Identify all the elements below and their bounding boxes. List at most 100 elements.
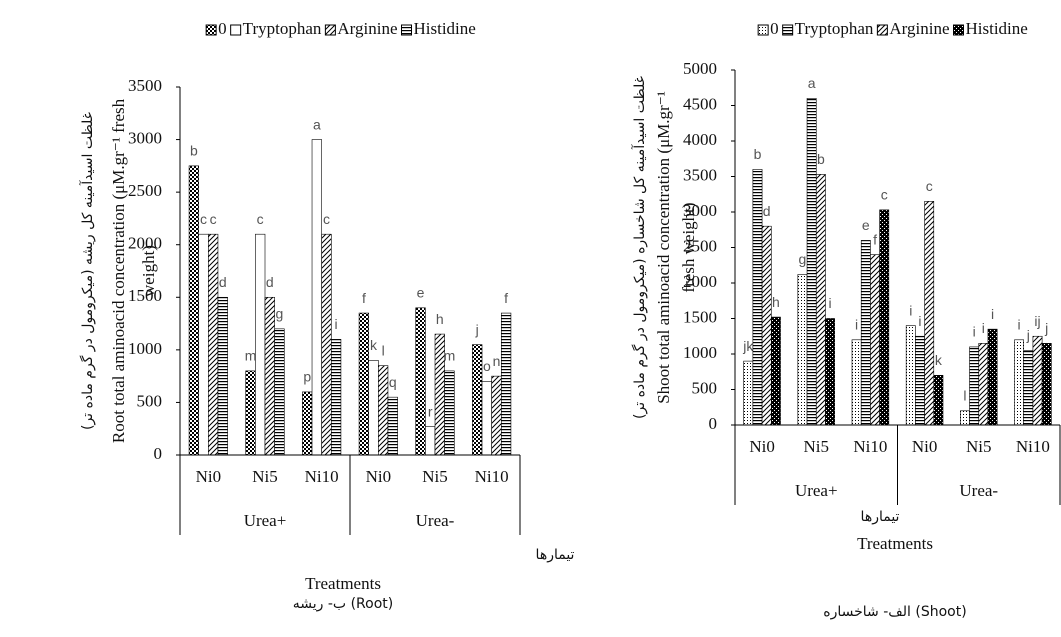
x-tick-label: Ni5	[804, 437, 830, 456]
bar	[1023, 350, 1034, 426]
bar-letter: h	[436, 311, 444, 327]
y-axis-title-fa: غلظت اسیدآمینه کل شاخساره (میکرومول در گ…	[631, 76, 648, 419]
x-tick-label: Ni10	[475, 467, 509, 486]
y-axis-title: fresh weight)	[679, 202, 698, 292]
bar	[368, 360, 379, 456]
x-tick-label: Ni10	[305, 467, 339, 486]
bar-letter: c	[926, 178, 933, 194]
bar	[797, 274, 808, 426]
bar-letter: o	[483, 358, 491, 374]
bar-letter: l	[382, 342, 385, 358]
bar	[198, 233, 209, 456]
bar-letter: k	[370, 337, 378, 353]
legend-label: Tryptophan	[243, 19, 322, 38]
bar-letter: i	[335, 316, 338, 332]
y-tick-label: 1500	[683, 307, 717, 326]
bar	[217, 296, 228, 456]
bar-letter: m	[444, 348, 456, 364]
bar	[933, 374, 944, 426]
bar-letter: d	[763, 203, 771, 219]
bar	[1041, 343, 1052, 426]
bar-letter: d	[219, 274, 227, 290]
bar	[358, 312, 370, 456]
bar-letter: g	[799, 251, 807, 267]
legend-label: Arginine	[337, 19, 397, 38]
bar	[905, 325, 916, 426]
bar	[264, 296, 275, 456]
x-axis-title-fa: تیمارها	[536, 547, 575, 563]
bar	[815, 174, 826, 426]
bar-letter: b	[817, 151, 825, 167]
x-tick-label: Ni0	[912, 437, 938, 456]
x-tick-label: Ni10	[853, 437, 887, 456]
bar-letter: f	[504, 290, 508, 306]
legend-swatch	[757, 24, 769, 36]
bar	[245, 370, 256, 456]
y-tick-label: 2000	[128, 234, 162, 253]
bar-letter: i	[829, 295, 832, 311]
bar	[870, 254, 880, 426]
bar	[1014, 339, 1025, 426]
legend-swatch	[953, 24, 964, 36]
bar	[915, 335, 925, 426]
caption: ب- ریشه (Root)	[293, 596, 393, 612]
bar-letter: c	[257, 211, 264, 227]
bar	[415, 307, 426, 456]
bar-letter: i	[973, 324, 976, 340]
x-tick-label: Ni0	[366, 467, 392, 486]
x-axis-title: Treatments	[305, 574, 381, 593]
y-tick-label: 3000	[683, 201, 717, 220]
bar-letter: i	[855, 317, 858, 333]
bar	[770, 316, 781, 426]
y-tick-label: 5000	[683, 59, 717, 78]
y-axis-title-fa: غلظت اسیدآمینه کل ریشه (میکرومول در گرم …	[79, 112, 96, 430]
bar	[425, 426, 436, 456]
bar-letter: ij	[1034, 313, 1040, 329]
bar-letter: f	[362, 290, 366, 306]
x-tick-label: Ni0	[196, 467, 222, 486]
bar-letter: e	[862, 217, 870, 233]
bar	[378, 365, 389, 456]
bar-letter: n	[493, 353, 501, 369]
legend-label: Histidine	[966, 19, 1028, 38]
bar-letter: c	[200, 211, 207, 227]
bar	[330, 339, 342, 456]
bar-letter: c	[210, 211, 217, 227]
legend-swatch	[324, 24, 336, 36]
bar	[208, 233, 219, 456]
bar	[1032, 335, 1043, 426]
bar	[302, 391, 313, 456]
bar-letter: i	[1018, 317, 1021, 333]
legend-label: 0	[218, 19, 227, 38]
bar-letter: j	[1044, 320, 1048, 336]
bar	[500, 312, 512, 456]
group-label: Urea-	[416, 511, 455, 530]
bar	[969, 346, 980, 426]
x-tick-label: Ni5	[252, 467, 278, 486]
y-tick-label: 1000	[128, 339, 162, 358]
bar-letter: i	[918, 313, 921, 329]
y-tick-label: 500	[137, 391, 163, 410]
caption: الف- شاخساره (Shoot)	[823, 604, 966, 620]
legend-label: 0	[770, 19, 779, 38]
y-tick-label: 0	[154, 444, 163, 463]
bar-letter: c	[881, 187, 888, 203]
bar	[851, 339, 862, 426]
bar-letter: r	[428, 403, 433, 419]
bar-letter: h	[772, 294, 780, 310]
bar	[188, 165, 199, 456]
bar-letter: j	[475, 321, 479, 337]
bar	[978, 343, 989, 426]
y-axis-title: weight)	[139, 245, 158, 297]
bar	[387, 396, 398, 456]
bar	[444, 370, 455, 456]
bar-letter: k	[935, 352, 943, 368]
legend-swatch	[205, 24, 217, 36]
bar-letter: j	[1026, 327, 1030, 343]
bar	[481, 381, 492, 456]
bar	[860, 240, 871, 426]
bar-letter: jk	[742, 338, 754, 354]
bar	[761, 225, 772, 426]
bar-letter: q	[389, 374, 397, 390]
